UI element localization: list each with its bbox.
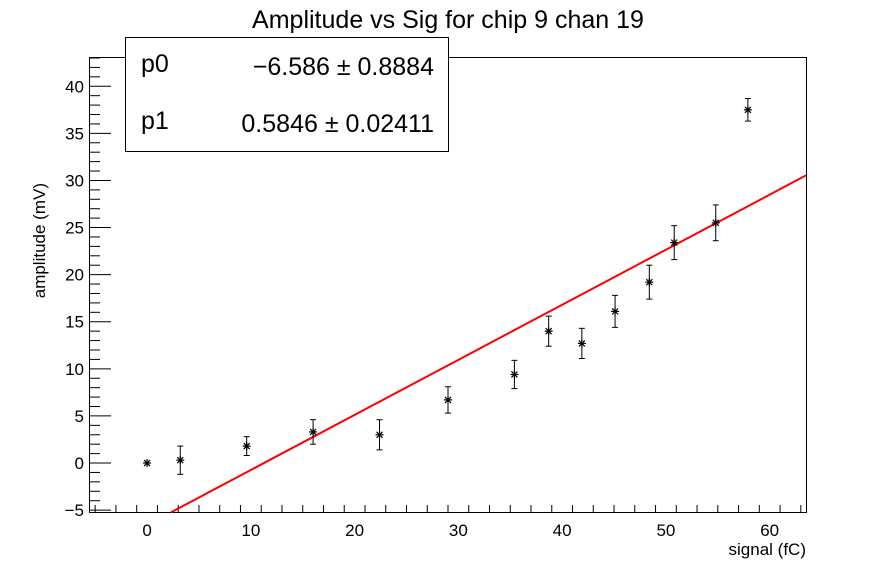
y-tick-label: 0 (75, 454, 84, 473)
y-tick-label: 20 (65, 266, 84, 285)
data-point (577, 327, 586, 359)
data-point (309, 419, 318, 445)
x-tick-label: 30 (449, 521, 468, 540)
y-axis-label: amplitude (mV) (30, 183, 49, 298)
star-marker (375, 430, 384, 439)
data-point (711, 204, 720, 242)
data-point (143, 459, 152, 468)
stats-box-frame (125, 37, 449, 152)
x-tick-label: 20 (345, 521, 364, 540)
y-tick-label: 10 (65, 360, 84, 379)
y-tick-label: 5 (75, 407, 84, 426)
star-marker (544, 327, 553, 336)
star-marker (510, 370, 519, 379)
star-marker (176, 456, 185, 465)
star-marker (309, 427, 318, 436)
y-tick-label: 25 (65, 219, 84, 238)
x-tick-label: 60 (760, 521, 779, 540)
x-tick-label: 10 (241, 521, 260, 540)
data-point (645, 264, 654, 300)
data-points (143, 98, 752, 475)
stat-p1-value: 0.5846 ± 0.02411 (241, 110, 434, 138)
data-point (375, 419, 384, 451)
tick-labels: 0 10 20 30 40 50 60 −5 0 5 10 15 20 25 30 35 40 (65, 77, 780, 540)
fit-line-group (170, 174, 807, 514)
x-tick-label: 50 (656, 521, 675, 540)
chart-title: Amplitude vs Sig for chip 9 chan 19 (252, 6, 644, 34)
star-marker (670, 238, 679, 247)
star-marker (444, 395, 452, 404)
y-tick-label: 35 (65, 124, 84, 143)
data-point (242, 436, 251, 456)
star-marker (611, 307, 620, 316)
star-marker (143, 459, 152, 468)
data-point (176, 445, 185, 475)
x-tick-label: 40 (553, 521, 572, 540)
data-point (670, 225, 679, 261)
data-point (611, 294, 620, 328)
stats-box: p0 −6.586 ± 0.8884 p1 0.5846 ± 0.02411 (125, 37, 449, 152)
star-marker (577, 339, 586, 348)
y-tick-label: 40 (65, 77, 84, 96)
y-tick-label: 15 (65, 313, 84, 332)
fit-line (170, 174, 807, 514)
star-marker (711, 218, 720, 227)
stat-p0-name: p0 (141, 50, 169, 78)
y-tick-label: −5 (65, 501, 84, 520)
star-marker (242, 442, 251, 451)
star-marker (645, 278, 654, 287)
stat-p1-name: p1 (141, 107, 169, 135)
data-point (510, 359, 519, 390)
x-tick-label: 0 (142, 521, 151, 540)
data-point (544, 315, 553, 347)
y-tick-label: 30 (65, 171, 84, 190)
stat-p0-value: −6.586 ± 0.8884 (253, 53, 434, 81)
data-point (743, 98, 752, 122)
star-marker (743, 105, 752, 114)
x-axis-label: signal (fC) (729, 540, 806, 559)
data-point (444, 386, 452, 414)
axis-ticks (90, 57, 802, 512)
